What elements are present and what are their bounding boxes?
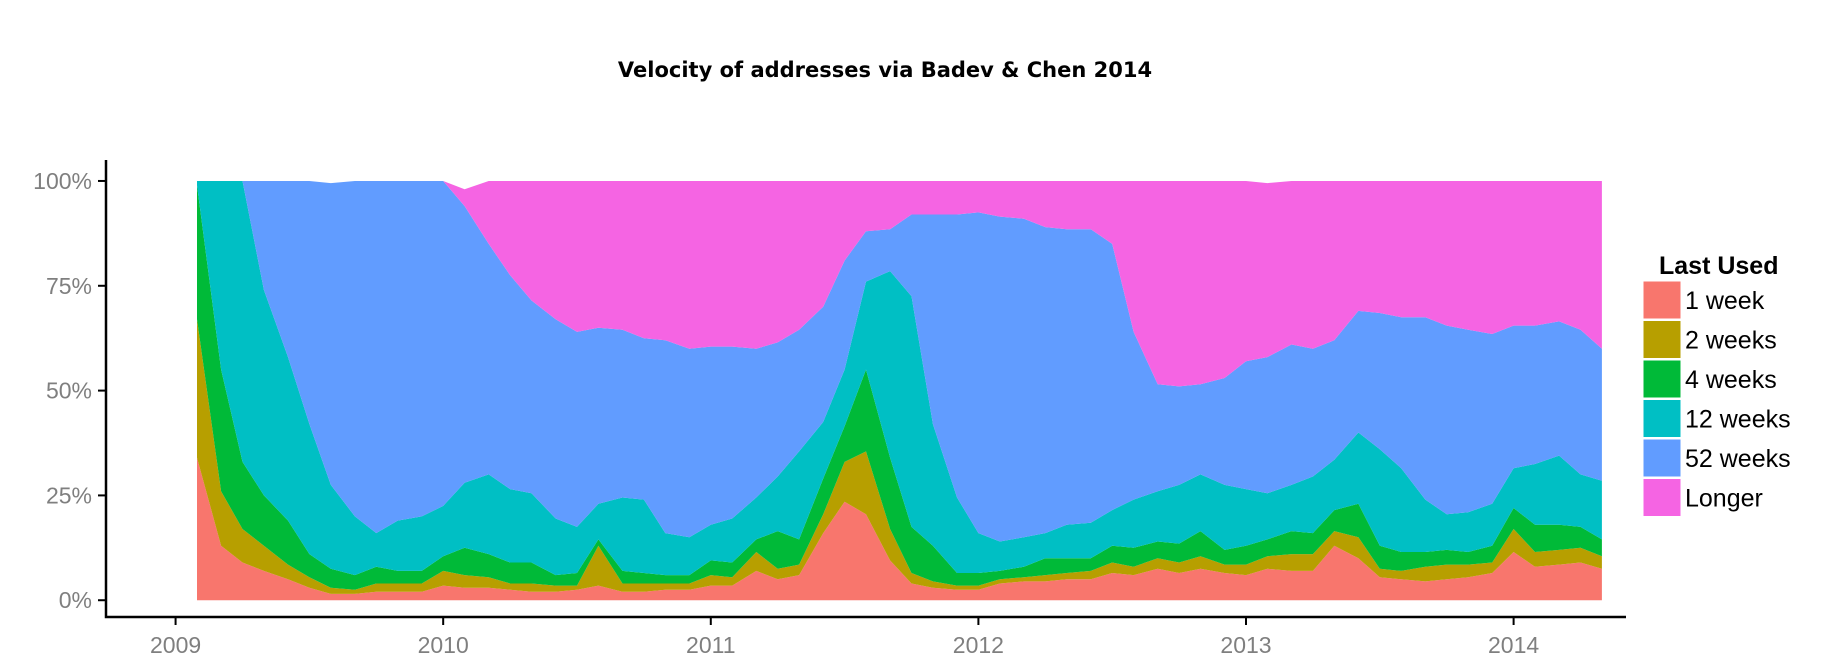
legend-label: 1 week xyxy=(1685,287,1765,315)
legend-swatch xyxy=(1642,438,1682,478)
y-axis: 0% 25% 50% 75% 100% xyxy=(33,168,106,613)
area-series-4 xyxy=(197,181,1602,542)
x-tick-label: 2010 xyxy=(418,632,469,658)
legend-label: Longer xyxy=(1685,485,1763,513)
area-series-0 xyxy=(197,457,1602,601)
x-tick-label: 2014 xyxy=(1488,632,1539,658)
legend-swatch xyxy=(1642,399,1682,438)
legend-label: 4 weeks xyxy=(1685,366,1777,394)
legend-label: 12 weeks xyxy=(1685,406,1791,434)
legend-label: 2 weeks xyxy=(1685,327,1777,355)
legend-swatch xyxy=(1642,359,1682,399)
legend-title: Last Used xyxy=(1659,252,1778,280)
legend-label: 52 weeks xyxy=(1685,445,1791,473)
area-series-3 xyxy=(197,181,1602,576)
area-series-1 xyxy=(197,319,1602,594)
plot-area xyxy=(197,181,1602,601)
y-tick-label: 0% xyxy=(59,587,92,613)
area-series-2 xyxy=(197,185,1602,590)
y-tick-label: 75% xyxy=(46,273,92,299)
y-tick-label: 50% xyxy=(46,378,92,404)
chart-title: Velocity of addresses via Badev & Chen 2… xyxy=(618,58,1152,82)
axis-lines xyxy=(104,160,1626,619)
legend: Last Used 1 week 2 weeks 4 weeks 12 weeks 52… xyxy=(1642,252,1791,517)
x-tick-label: 2013 xyxy=(1220,632,1271,658)
x-tick-label: 2009 xyxy=(150,632,201,658)
legend-swatch xyxy=(1642,280,1682,320)
legend-swatch xyxy=(1642,478,1682,517)
x-tick-label: 2012 xyxy=(953,632,1004,658)
area-series-5 xyxy=(197,181,1602,387)
legend-swatch xyxy=(1642,320,1682,359)
y-tick-label: 100% xyxy=(33,168,92,194)
x-tick-label: 2011 xyxy=(686,632,735,658)
y-tick-label: 25% xyxy=(46,482,92,508)
x-axis: 2009 2010 2011 2012 2013 2014 xyxy=(150,617,1539,658)
